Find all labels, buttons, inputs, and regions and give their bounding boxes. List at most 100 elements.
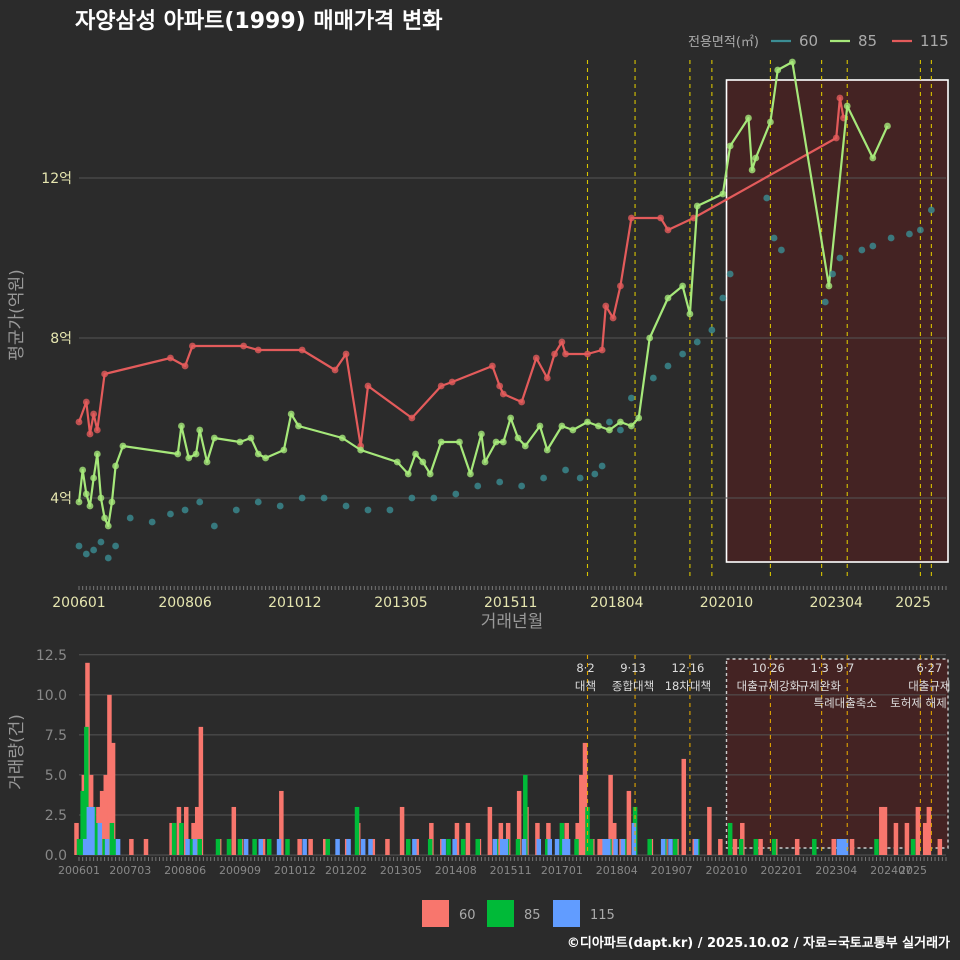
price-x-tick-label: 202010	[700, 595, 753, 611]
policy-date-label: 1·3	[810, 661, 828, 675]
volume-bar-115	[836, 838, 842, 855]
series-point-85	[679, 282, 687, 290]
volume-x-tick-label: 201804	[596, 864, 638, 877]
series-point-85	[584, 418, 591, 426]
series-point-85	[280, 446, 288, 454]
series-point-60	[906, 230, 913, 238]
series-point-85	[97, 494, 105, 502]
volume-legend-key-85	[487, 900, 514, 927]
series-point-60	[829, 270, 836, 278]
volume-bar-85	[427, 838, 433, 855]
series-point-85	[393, 458, 401, 466]
volume-bar-85	[252, 838, 257, 855]
series-point-85	[412, 450, 419, 458]
series-point-85	[93, 450, 101, 458]
policy-text-label: 대출규제	[908, 679, 950, 693]
series-point-85	[467, 470, 474, 478]
series-point-115	[181, 362, 189, 370]
volume-bar-60	[169, 822, 174, 855]
series-point-115	[598, 346, 606, 354]
volume-bar-85	[80, 790, 85, 855]
series-point-115	[298, 346, 306, 354]
price-x-tick-label: 201511	[484, 595, 537, 611]
volume-bar-60	[465, 822, 471, 855]
series-point-60	[719, 294, 727, 302]
volume-bar-115	[185, 838, 190, 855]
volume-bar-60	[260, 838, 266, 855]
series-point-85	[693, 202, 701, 210]
series-point-60	[126, 514, 134, 522]
series-point-115	[75, 418, 83, 426]
series-point-85	[108, 498, 116, 506]
volume-bar-115	[302, 838, 307, 855]
series-point-60	[927, 206, 935, 214]
volume-bar-60	[74, 822, 79, 855]
volume-bar-60	[297, 838, 302, 855]
series-point-85	[558, 422, 566, 430]
volume-bar-60	[597, 838, 602, 855]
volume-x-tick-label: 202201	[760, 864, 802, 877]
series-point-60	[181, 506, 189, 514]
series-point-85	[295, 422, 302, 430]
volume-bar-85	[460, 838, 466, 855]
series-point-85	[196, 426, 204, 434]
series-point-85	[101, 514, 109, 522]
series-point-85	[210, 434, 218, 442]
volume-bar-85	[910, 838, 916, 855]
price-legend-title: 전용면적(㎡)	[688, 35, 759, 50]
series-point-60	[627, 394, 635, 402]
series-point-60	[858, 246, 866, 254]
volume-bar-85	[673, 838, 678, 855]
volume-bar-115	[97, 822, 103, 855]
volume-bar-115	[335, 838, 340, 855]
volume-bar-85	[226, 838, 232, 855]
volume-legend-label-85: 85	[524, 908, 541, 923]
volume-bar-85	[354, 806, 360, 855]
volume-bar-60	[399, 806, 405, 855]
series-point-115	[836, 94, 844, 102]
series-point-85	[752, 154, 760, 162]
volume-bar-60	[758, 838, 763, 855]
series-point-60	[452, 490, 460, 498]
volume-bar-85	[179, 822, 184, 855]
series-point-60	[617, 426, 624, 434]
volume-bar-85	[812, 838, 817, 855]
series-point-85	[262, 454, 269, 462]
series-point-60	[430, 494, 438, 502]
volume-bar-115	[631, 822, 637, 855]
series-point-60	[232, 506, 240, 514]
series-point-85	[646, 334, 654, 342]
series-point-115	[558, 338, 566, 346]
volume-bar-115	[843, 838, 849, 855]
volume-bar-85	[237, 838, 243, 855]
volume-y-tick-label: 12.5	[36, 648, 67, 664]
volume-bar-60	[915, 806, 921, 855]
policy-text-label: 규제완화	[798, 679, 841, 693]
volume-bar-85	[523, 774, 528, 855]
series-point-85	[843, 102, 851, 110]
volume-bar-85	[171, 822, 177, 855]
volume-bar-115	[492, 838, 498, 855]
series-point-115	[609, 314, 617, 322]
policy-text-label: 특례대출축소	[813, 696, 876, 710]
volume-bar-85	[266, 838, 272, 855]
series-point-85	[492, 438, 500, 446]
volume-x-tick-label: 201305	[380, 864, 422, 877]
volume-y-tick-label: 10.0	[36, 688, 67, 704]
volume-bar-115	[562, 838, 567, 855]
series-point-85	[203, 458, 211, 466]
series-line-115	[77, 96, 845, 448]
volume-x-tick-label: 201012	[274, 864, 316, 877]
series-point-60	[598, 462, 606, 470]
volume-bar-60	[582, 742, 588, 855]
volume-bar-60	[414, 838, 419, 855]
volume-bar-115	[606, 838, 611, 855]
volume-bar-85	[197, 838, 202, 855]
volume-bar-115	[346, 838, 351, 855]
volume-bar-85	[545, 838, 550, 855]
series-point-115	[617, 282, 624, 290]
volume-bar-115	[115, 838, 121, 855]
series-point-85	[825, 282, 833, 290]
series-point-60	[320, 494, 328, 502]
series-point-60	[82, 550, 90, 558]
